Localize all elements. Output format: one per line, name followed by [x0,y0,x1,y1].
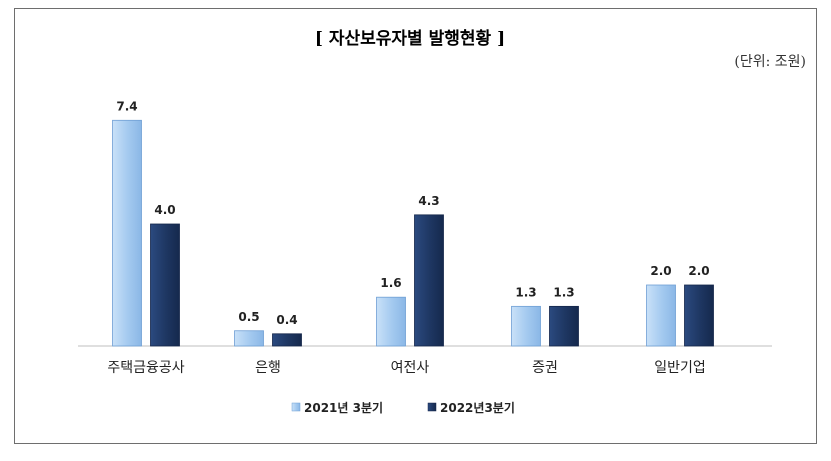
data-label-2022-4: 2.0 [688,264,709,278]
data-label-2021-3: 1.3 [515,285,536,299]
data-label-2022-2: 4.3 [418,194,439,208]
category-label-3: 증권 [532,360,558,376]
legend-label-2021: 2021년 3분기 [304,400,383,415]
legend-label-2022: 2022년3분기 [440,400,515,415]
bar-2022-0 [150,223,180,347]
data-label-2021-2: 1.6 [380,276,401,290]
bar-2021-2 [376,296,406,347]
data-label-2022-0: 4.0 [154,203,175,217]
unit-label: (단위: 조원) [734,54,806,70]
legend-swatch-2021 [291,402,301,412]
category-label-0: 주택금융공사 [107,360,184,376]
bar-2022-4 [684,284,714,347]
category-label-4: 일반기업 [654,360,706,376]
data-label-2022-1: 0.4 [276,313,297,327]
bar-2021-3 [511,305,541,347]
data-label-2021-1: 0.5 [238,310,259,324]
data-label-2021-4: 2.0 [650,264,671,278]
category-label-1: 은행 [255,360,281,376]
legend: 2021년 3분기 2022년3분기 [291,400,515,415]
bar-2021-1 [234,330,264,347]
chart-title: [ 자산보유자별 발행현황 ] [315,29,505,49]
data-label-2022-3: 1.3 [553,285,574,299]
legend-swatch-2022 [427,402,437,412]
bar-2022-2 [414,214,444,347]
data-label-2021-0: 7.4 [116,99,137,113]
bar-2021-0 [112,119,142,347]
bar-2022-1 [272,333,302,347]
bar-2021-4 [646,284,676,347]
bar-2022-3 [549,305,579,347]
category-labels: 주택금융공사 은행 여전사 증권 일반기업 [107,360,705,376]
bars-group: 7.4 4.0 0.5 0.4 1.6 4.3 1.3 1.3 2.0 2.0 [112,99,714,347]
category-label-2: 여전사 [391,360,430,376]
